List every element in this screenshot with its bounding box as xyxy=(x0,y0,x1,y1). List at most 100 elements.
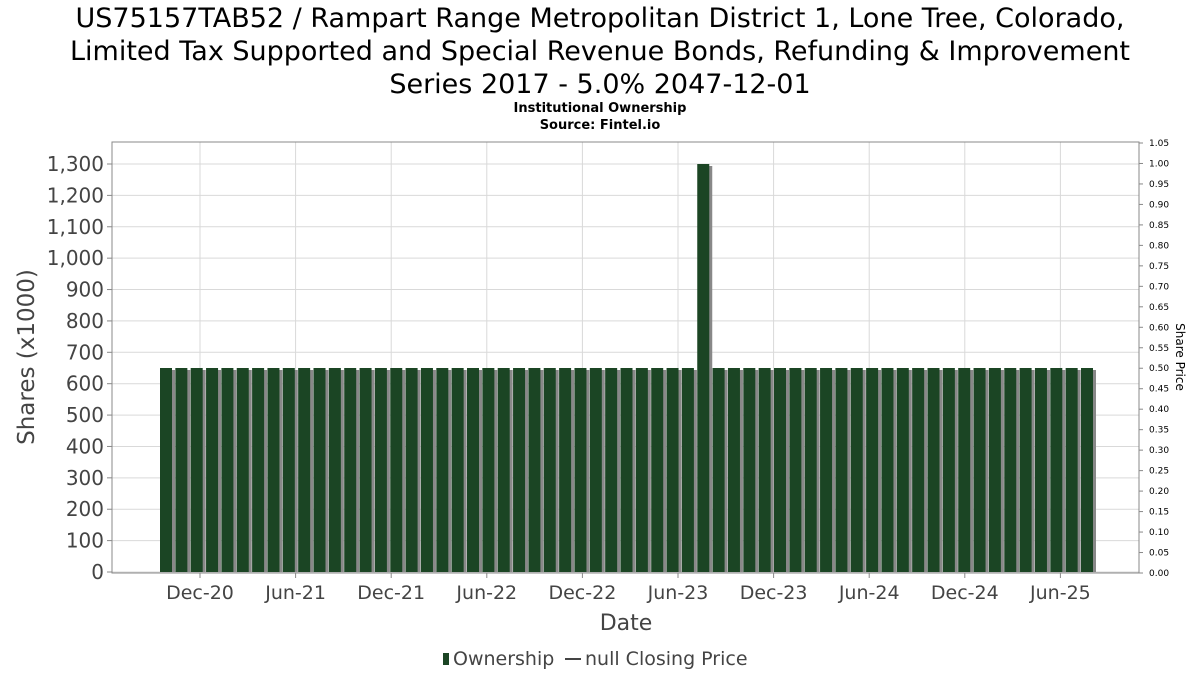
bar xyxy=(712,368,725,572)
y2-tick-label: 1.00 xyxy=(1149,159,1169,169)
y2-axis: 0.00 0.05 0.10 0.15 0.20 0.25 0.30 0.35 0.40 0.45… xyxy=(1139,139,1169,579)
bar xyxy=(758,368,771,572)
bar xyxy=(988,368,1001,572)
bar xyxy=(912,368,925,572)
y2-tick-label: 0.40 xyxy=(1149,405,1169,415)
y2-tick-label: 0.75 xyxy=(1149,262,1169,272)
y-tick-label: 700 xyxy=(66,340,104,364)
bar xyxy=(436,368,449,572)
y-tick-label: 1,300 xyxy=(47,152,104,176)
x-tick-label: Jun-21 xyxy=(264,582,326,604)
bar xyxy=(589,368,602,572)
y2-tick-label: 0.30 xyxy=(1149,446,1169,456)
y-tick-label: 200 xyxy=(66,497,104,521)
bar xyxy=(927,368,940,572)
bar xyxy=(605,368,618,572)
y2-tick-label: 0.15 xyxy=(1149,508,1169,518)
y2-tick-label: 0.10 xyxy=(1149,528,1169,538)
plot-area xyxy=(111,141,1140,574)
y-tick-label: 1,000 xyxy=(47,246,104,270)
bar xyxy=(1065,368,1078,572)
bar xyxy=(651,368,664,572)
y2-tick-label: 0.55 xyxy=(1149,344,1169,354)
x-tick-label: Dec-24 xyxy=(931,582,999,604)
bar xyxy=(866,368,879,572)
chart-subtitle: Institutional Ownership xyxy=(513,101,687,116)
title-line-3: Series 2017 - 5.0% 2047-12-01 xyxy=(389,69,811,100)
bar xyxy=(620,368,633,572)
bars xyxy=(160,164,1096,572)
y-tick-label: 300 xyxy=(66,466,104,490)
x-axis: Dec-20 Jun-21 Dec-21 Jun-22 Dec-22 Jun-23 Dec-… xyxy=(166,573,1091,604)
bar xyxy=(267,368,280,572)
bar xyxy=(1050,368,1063,572)
y-tick-label: 600 xyxy=(66,372,104,396)
y2-tick-label: 0.85 xyxy=(1149,221,1169,231)
y-tick-label: 0 xyxy=(91,560,104,584)
y2-tick-label: 0.00 xyxy=(1149,569,1169,579)
bar xyxy=(727,368,740,572)
legend: Ownership null Closing Price xyxy=(443,648,748,670)
bar xyxy=(559,368,572,572)
y2-axis-label: Share Price xyxy=(1173,323,1187,391)
bar xyxy=(497,368,510,572)
x-tick-label: Jun-22 xyxy=(455,582,517,604)
bar xyxy=(635,368,648,572)
bar xyxy=(850,368,863,572)
bar xyxy=(328,368,341,572)
bar xyxy=(405,368,418,572)
bar xyxy=(420,368,433,572)
y-tick-label: 100 xyxy=(66,529,104,553)
legend-ownership-label: Ownership xyxy=(453,648,554,670)
y2-tick-label: 0.70 xyxy=(1149,282,1169,292)
y2-tick-label: 0.45 xyxy=(1149,385,1169,395)
chart-title: US75157TAB52 / Rampart Range Metropolita… xyxy=(0,2,1200,101)
x-tick-label: Jun-25 xyxy=(1029,582,1091,604)
y2-tick-label: 0.95 xyxy=(1149,180,1169,190)
bar xyxy=(681,368,694,572)
y-tick-label: 500 xyxy=(66,403,104,427)
y2-tick-label: 0.50 xyxy=(1149,364,1169,374)
bar xyxy=(697,164,710,572)
bar xyxy=(344,368,357,572)
y2-tick-label: 0.65 xyxy=(1149,303,1169,313)
y-tick-label: 800 xyxy=(66,309,104,333)
y2-tick-label: 0.60 xyxy=(1149,323,1169,333)
y2-tick-label: 0.80 xyxy=(1149,241,1169,251)
bar xyxy=(374,368,387,572)
x-tick-label: Jun-24 xyxy=(838,582,900,604)
bar xyxy=(190,368,203,572)
bar xyxy=(313,368,326,572)
bar xyxy=(881,368,894,572)
bar xyxy=(896,368,909,572)
y2-tick-label: 0.90 xyxy=(1149,200,1169,210)
bar xyxy=(206,368,219,572)
x-tick-label: Dec-21 xyxy=(357,582,425,604)
bar xyxy=(804,368,817,572)
bar xyxy=(958,368,971,572)
bar xyxy=(789,368,802,572)
y2-tick-label: 0.25 xyxy=(1149,467,1169,477)
y-tick-label: 900 xyxy=(66,278,104,302)
bar xyxy=(820,368,833,572)
x-tick-label: Dec-23 xyxy=(740,582,808,604)
x-tick-label: Dec-20 xyxy=(166,582,234,604)
bar xyxy=(175,368,188,572)
y-tick-label: 400 xyxy=(66,434,104,458)
bar xyxy=(467,368,479,572)
bar xyxy=(252,368,265,572)
chart-source: Source: Fintel.io xyxy=(539,118,661,133)
y-tick-label: 1,200 xyxy=(47,183,104,207)
bar xyxy=(298,368,311,572)
bar xyxy=(942,368,955,572)
bar xyxy=(666,368,679,572)
bar xyxy=(743,368,756,572)
bar xyxy=(528,368,541,572)
bar xyxy=(221,368,234,572)
x-axis-label: Date xyxy=(600,611,653,636)
y2-tick-label: 0.35 xyxy=(1149,426,1169,436)
title-line-2: Limited Tax Supported and Special Revenu… xyxy=(69,36,1131,67)
bar xyxy=(390,368,403,572)
bar xyxy=(513,368,526,572)
bar xyxy=(282,368,295,572)
